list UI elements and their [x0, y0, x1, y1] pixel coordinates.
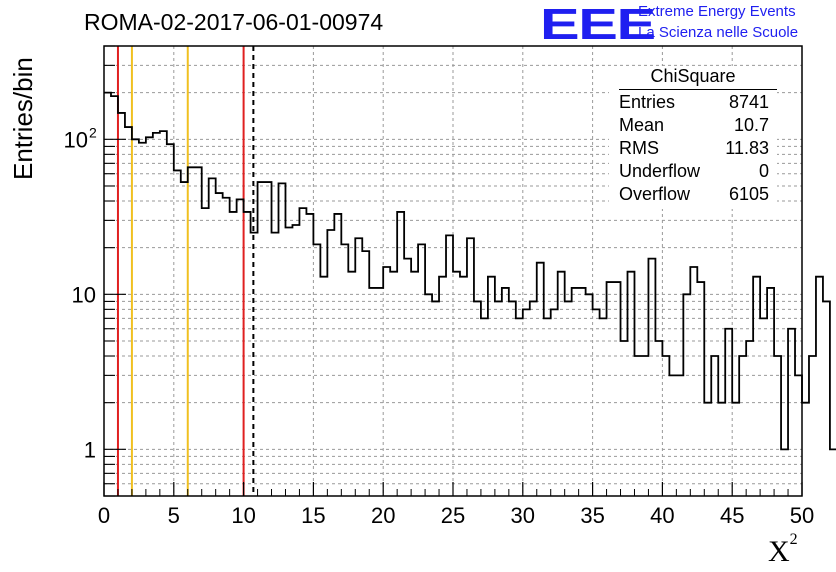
- histogram-line: [104, 91, 836, 451]
- logo-line-1: Extreme Energy Events: [638, 3, 796, 20]
- stats-row-rms: RMS 11.83: [619, 138, 769, 160]
- logo-line-2: La Scienza nelle Scuole: [638, 24, 799, 41]
- stats-value: 8741: [728, 92, 769, 112]
- eee-logo: EEE: [540, 0, 656, 49]
- x-tick-label: 25: [441, 503, 465, 528]
- stats-title: ChiSquare: [650, 66, 736, 86]
- stats-box: ChiSquare Entries 8741 Mean 10.7 RMS 11.…: [609, 66, 777, 209]
- y-tick-label: 1: [84, 437, 96, 462]
- stats-label: Entries: [619, 92, 676, 112]
- stats-label: RMS: [619, 138, 659, 158]
- stats-row-underflow: Underflow 0: [619, 161, 769, 183]
- stats-row-overflow: Overflow 6105: [619, 184, 769, 206]
- y-tick-label-exponent: 2: [89, 124, 97, 140]
- x-axis-label-superscript: 2: [789, 531, 798, 548]
- x-tick-label: 10: [231, 503, 255, 528]
- x-axis-label-base: X: [768, 535, 790, 568]
- stats-label: Overflow: [619, 184, 691, 204]
- x-tick-label: 30: [511, 503, 535, 528]
- marker-lines: [116, 46, 255, 496]
- stats-label: Underflow: [619, 161, 701, 181]
- stats-value: 10.7: [733, 115, 769, 135]
- y-tick-label: 10: [64, 127, 88, 152]
- y-tick-label: 10: [72, 282, 96, 307]
- stats-value: 0: [758, 161, 769, 181]
- axis-ticks: [103, 45, 803, 497]
- x-tick-label: 15: [301, 503, 325, 528]
- x-tick-label: 0: [98, 503, 110, 528]
- stats-value: 11.83: [725, 138, 769, 158]
- stats-title-underline: [619, 89, 777, 90]
- chart-title: ROMA-02-2017-06-01-00974: [84, 9, 384, 35]
- stats-row-mean: Mean 10.7: [619, 115, 769, 137]
- x-tick-label: 45: [720, 503, 744, 528]
- x-tick-label: 5: [168, 503, 180, 528]
- y-axis-label: Entries/bin: [8, 57, 38, 180]
- x-axis-label: X2: [768, 531, 798, 569]
- histogram-series: [104, 91, 836, 451]
- stats-value: 6105: [728, 184, 769, 204]
- x-tick-label: 50: [790, 503, 814, 528]
- stats-label: Mean: [619, 115, 665, 135]
- x-tick-label: 35: [580, 503, 604, 528]
- grid-lines: [104, 45, 802, 497]
- x-tick-label: 40: [650, 503, 674, 528]
- x-tick-label: 20: [371, 503, 395, 528]
- stats-row-entries: Entries 8741: [619, 92, 769, 114]
